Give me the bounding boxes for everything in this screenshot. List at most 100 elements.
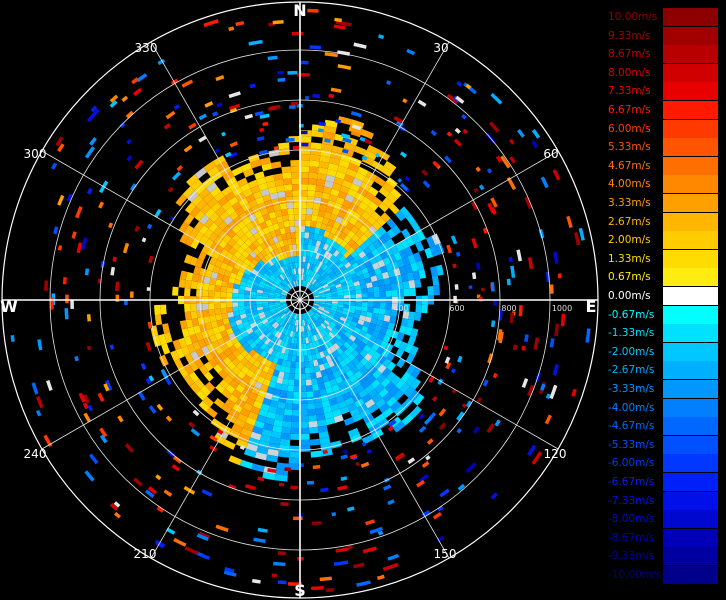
echo-cell xyxy=(381,358,392,368)
echo-cell xyxy=(239,407,251,417)
echo-cell xyxy=(293,313,297,320)
echo-cell xyxy=(280,304,288,308)
echo-cell xyxy=(263,423,274,432)
echo-cell xyxy=(359,224,369,234)
echo-cell xyxy=(264,254,271,262)
echo-cell xyxy=(312,291,319,295)
echo-cell xyxy=(194,210,205,222)
echo-cell xyxy=(220,302,227,309)
colorbar-entry: 6.00m/s xyxy=(606,119,718,138)
echo-cell xyxy=(256,347,264,356)
echo-cell xyxy=(286,310,292,316)
echo-cell xyxy=(306,391,314,398)
echo-cell xyxy=(316,267,323,275)
echo-cell xyxy=(211,201,222,213)
echo-cell xyxy=(287,276,292,283)
echo-cell xyxy=(57,245,63,251)
echo-cell xyxy=(330,307,337,312)
range-label-1000: 1000 xyxy=(552,304,572,313)
echo-cell xyxy=(381,232,392,242)
echo-cell xyxy=(267,278,274,284)
echo-cell xyxy=(315,283,322,289)
echo-cell xyxy=(554,323,560,337)
echo-cell xyxy=(232,349,241,358)
azimuth-label-330: 330 xyxy=(135,41,158,55)
echo-cell xyxy=(266,411,276,420)
echo-cell xyxy=(302,262,306,269)
echo-cell xyxy=(274,297,281,300)
echo-cell xyxy=(258,269,266,276)
echo-cell xyxy=(252,240,261,248)
echo-cell xyxy=(319,204,328,212)
echo-cell xyxy=(332,242,340,250)
echo-cell xyxy=(218,324,226,333)
echo-cell xyxy=(292,403,300,410)
echo-cell xyxy=(289,445,300,452)
echo-cell xyxy=(217,196,229,207)
echo-cell xyxy=(294,319,298,326)
echo-cell xyxy=(278,311,285,317)
echo-cell xyxy=(275,307,283,312)
echo-cell xyxy=(269,362,277,370)
echo-cell xyxy=(227,229,237,239)
echo-cell xyxy=(343,272,351,279)
echo-cell xyxy=(288,283,293,289)
echo-cell xyxy=(237,370,246,380)
echo-cell xyxy=(498,331,504,344)
echo-cell xyxy=(244,324,252,331)
echo-cell xyxy=(418,473,429,483)
echo-cell xyxy=(263,309,271,315)
echo-cell xyxy=(324,411,334,420)
echo-cell xyxy=(282,307,289,312)
echo-cell xyxy=(308,283,313,290)
echo-cell xyxy=(256,322,264,328)
echo-cell xyxy=(280,313,287,319)
echo-cell xyxy=(296,250,300,257)
echo-cell xyxy=(343,321,351,328)
echo-cell xyxy=(280,300,287,303)
echo-cell xyxy=(365,519,376,526)
echo-cell xyxy=(332,342,340,351)
echo-cell xyxy=(366,307,374,313)
echo-cell xyxy=(220,262,229,271)
echo-cell xyxy=(281,305,288,309)
echo-cell xyxy=(361,155,368,161)
echo-cell xyxy=(146,287,151,291)
echo-cell xyxy=(278,444,290,452)
echo-cell xyxy=(347,282,355,288)
echo-cell xyxy=(308,269,314,277)
echo-cell xyxy=(274,304,281,309)
echo-cell xyxy=(305,312,310,319)
echo-cell xyxy=(310,450,322,458)
echo-cell xyxy=(363,238,373,248)
echo-cell xyxy=(206,263,215,272)
echo-cell xyxy=(370,317,378,325)
echo-cell xyxy=(248,275,256,282)
echo-cell xyxy=(339,352,348,360)
echo-cell xyxy=(190,310,198,320)
echo-cell xyxy=(66,193,73,202)
echo-cell xyxy=(262,226,270,235)
echo-cell xyxy=(253,316,261,322)
echo-cell xyxy=(387,499,395,506)
echo-cell xyxy=(414,278,422,288)
echo-cell xyxy=(255,262,263,270)
echo-cell xyxy=(279,253,285,260)
echo-cell xyxy=(320,248,327,256)
echo-cell xyxy=(351,234,360,243)
echo-cell xyxy=(256,237,264,245)
echo-cell xyxy=(193,325,202,334)
colorbar-label: -6.67m/s xyxy=(608,476,655,488)
colorbar-swatch xyxy=(663,566,718,584)
echo-cell xyxy=(300,280,303,287)
echo-cell xyxy=(358,341,367,350)
echo-cell xyxy=(390,245,399,255)
echo-cell xyxy=(381,241,391,251)
echo-cell xyxy=(334,333,342,341)
echo-cell xyxy=(421,304,428,314)
echo-cell xyxy=(277,221,285,229)
echo-cell xyxy=(346,265,354,272)
echo-cell xyxy=(361,306,368,312)
echo-cell xyxy=(303,325,307,332)
echo-cell xyxy=(273,419,284,427)
